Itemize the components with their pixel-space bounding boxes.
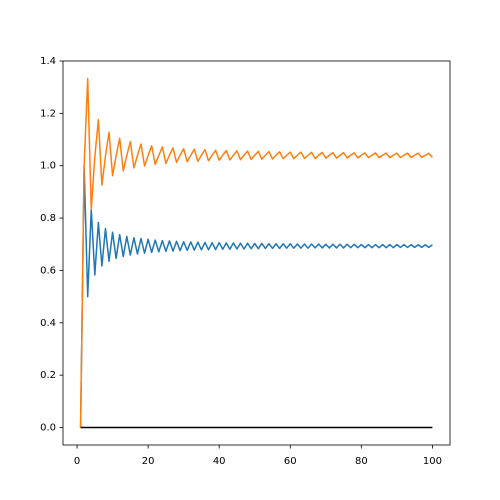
x-tick-label: 60 (284, 456, 297, 467)
y-tick-label: 0.0 (40, 423, 56, 434)
x-tick-label: 80 (355, 456, 368, 467)
x-tick-label: 20 (142, 456, 155, 467)
series-line (79, 164, 433, 428)
axes-frame (62, 60, 451, 446)
y-tick-label: 1.0 (40, 161, 56, 172)
series-line (79, 77, 433, 428)
y-tick-label: 0.4 (40, 318, 56, 329)
y-tick-label: 0.6 (40, 265, 56, 276)
y-tick-label: 1.4 (40, 56, 56, 67)
x-tick-label: 0 (74, 456, 80, 467)
x-tick-label: 40 (213, 456, 226, 467)
y-tick-label: 0.2 (40, 370, 56, 381)
x-tick-label: 100 (423, 456, 442, 467)
y-tick-label: 1.2 (40, 108, 56, 119)
y-tick-label: 0.8 (40, 213, 56, 224)
